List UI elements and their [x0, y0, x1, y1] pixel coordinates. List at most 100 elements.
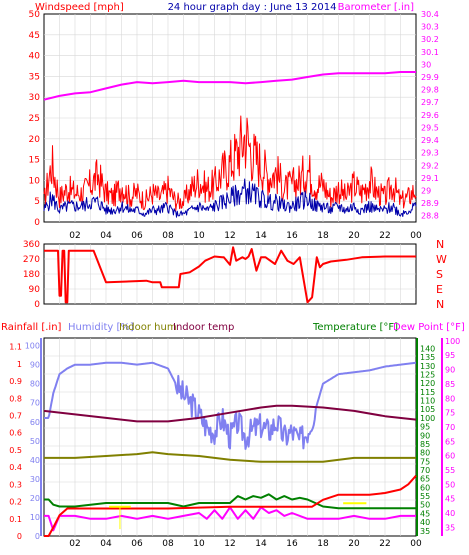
temperature-tick-label: 50 — [420, 501, 430, 510]
wind-tick-label: 40 — [29, 52, 41, 62]
wind-tick-label: 5 — [34, 197, 40, 207]
rainfall-tick-label: 0.3 — [9, 480, 22, 489]
barometer-tick-label: 28.9 — [421, 199, 439, 208]
barometer-tick-label: 29.6 — [421, 111, 439, 120]
wind-hour-label: 16 — [286, 231, 298, 241]
temperature-axis-bar — [416, 338, 418, 536]
temperature-tick-label: 120 — [420, 379, 435, 388]
temperature-tick-label: 55 — [420, 492, 430, 501]
barometer-tick-label: 29 — [421, 186, 431, 195]
climate-hour-label: 06 — [131, 539, 143, 549]
wind-hour-label: 18 — [317, 231, 329, 241]
dewpoint-tick-label: 50 — [445, 480, 455, 489]
climate-hour-label: 08 — [162, 539, 174, 549]
wind-hour-label: 10 — [193, 231, 205, 241]
rainfall-tick-label: 0.4 — [9, 463, 22, 472]
wind-hour-label: 14 — [255, 231, 267, 241]
climate-hour-label: 00 — [410, 539, 422, 549]
barometer-tick-label: 29.4 — [421, 136, 439, 145]
wind-hour-label: 12 — [224, 231, 235, 241]
barometer-tick-label: 30.3 — [421, 23, 439, 32]
temperature-tick-label: 95 — [420, 423, 430, 432]
humidity-tick-label: 80 — [30, 380, 40, 389]
temperature-tick-label: 125 — [420, 370, 435, 379]
rainfall-tick-label: 0 — [17, 532, 22, 541]
barometer-tick-label: 30.1 — [421, 48, 439, 57]
barometer-tick-label: 29.2 — [421, 161, 439, 170]
wind-gust-line — [43, 115, 417, 211]
chart-title: 24 hour graph day : June 13 2014 — [168, 2, 337, 13]
barometer-title: Barometer [.in] — [338, 2, 414, 13]
wind-hour-label: 20 — [348, 231, 360, 241]
direction-line — [44, 246, 416, 304]
humidity-tick-label: 20 — [30, 494, 40, 503]
barometer-tick-label: 29.8 — [421, 86, 439, 95]
wind-tick-label: 45 — [29, 31, 40, 41]
indoor-temp-label: Indoor temp — [173, 322, 234, 333]
barometer-tick-label: 29.7 — [421, 98, 439, 107]
humidity-tick-label: 10 — [30, 513, 40, 522]
temperature-label: Temperature [°F] — [312, 322, 398, 333]
humidity-axis-bar — [40, 338, 42, 536]
wind-tick-label: 35 — [29, 72, 40, 82]
indoor-temperature-line — [43, 404, 417, 423]
temperature-tick-label: 70 — [420, 466, 430, 475]
dewpoint-label: Dew Point [°F] — [393, 322, 465, 333]
temperature-tick-label: 45 — [420, 509, 430, 518]
direction-tick-label: 360 — [23, 240, 40, 250]
wind-hour-label: 06 — [131, 231, 143, 241]
wind-hour-label: 08 — [162, 231, 174, 241]
climate-hour-label: 14 — [255, 539, 267, 549]
rainfall-tick-label: 0.6 — [9, 429, 22, 438]
rainfall-tick-label: 0.7 — [9, 411, 22, 420]
temperature-tick-label: 60 — [420, 483, 430, 492]
direction-tick-label: 0 — [34, 300, 40, 310]
humidity-tick-label: 50 — [30, 437, 40, 446]
humidity-tick-label: 30 — [30, 475, 40, 484]
dewpoint-tick-label: 45 — [445, 495, 455, 504]
direction-tick-label: 90 — [29, 285, 41, 295]
wind-tick-label: 0 — [34, 218, 40, 228]
rainfall-tick-label: 0.5 — [9, 446, 22, 455]
barometer-tick-label: 30 — [421, 60, 431, 69]
humidity-tick-label: 90 — [30, 361, 40, 370]
direction-tick-label: 180 — [23, 270, 40, 280]
dewpoint-tick-label: 40 — [445, 509, 455, 518]
temperature-tick-label: 115 — [420, 388, 435, 397]
compass-label: W — [436, 253, 447, 266]
wind-tick-label: 15 — [29, 156, 40, 166]
barometer-tick-label: 30.4 — [421, 10, 439, 19]
temperature-tick-label: 75 — [420, 457, 430, 466]
temperature-tick-label: 140 — [420, 344, 435, 353]
dewpoint-tick-label: 35 — [445, 523, 455, 532]
climate-hour-label: 12 — [224, 539, 235, 549]
wind-hour-label: 04 — [100, 231, 112, 241]
humidity-tick-label: 70 — [30, 399, 40, 408]
temperature-tick-label: 65 — [420, 475, 430, 484]
temperature-tick-label: 135 — [420, 353, 435, 362]
indoor-hum-label: Indoor hum — [119, 322, 177, 333]
rainfall-tick-label: 1 — [17, 360, 22, 369]
rainfall-tick-label: 0.9 — [9, 377, 22, 386]
climate-hour-label: 22 — [379, 539, 390, 549]
temperature-tick-label: 130 — [420, 362, 435, 371]
temperature-tick-label: 110 — [420, 397, 435, 406]
dewpoint-tick-label: 85 — [445, 380, 455, 389]
climate-hour-label: 02 — [69, 539, 80, 549]
temperature-line — [44, 493, 416, 510]
temperature-tick-label: 35 — [420, 527, 430, 536]
barometer-tick-label: 29.3 — [421, 149, 439, 158]
wind-hour-label: 00 — [410, 231, 422, 241]
humidity-tick-label: 60 — [30, 418, 40, 427]
barometer-tick-label: 29.9 — [421, 73, 439, 82]
climate-panel: 0 0.1 0.2 0.3 0.4 0.5 0.6 0.7 0.8 0.9 1 1.1 0 10 20 30 4… — [9, 337, 460, 549]
dewpoint-tick-label: 100 — [445, 337, 460, 346]
wind-tick-label: 10 — [29, 176, 41, 186]
barometer-tick-label: 28.8 — [421, 212, 439, 221]
wind-average-line — [43, 178, 417, 218]
temperature-tick-label: 100 — [420, 414, 435, 423]
compass-label: E — [436, 283, 443, 296]
compass-label: S — [436, 268, 443, 281]
temperature-tick-label: 85 — [420, 440, 430, 449]
